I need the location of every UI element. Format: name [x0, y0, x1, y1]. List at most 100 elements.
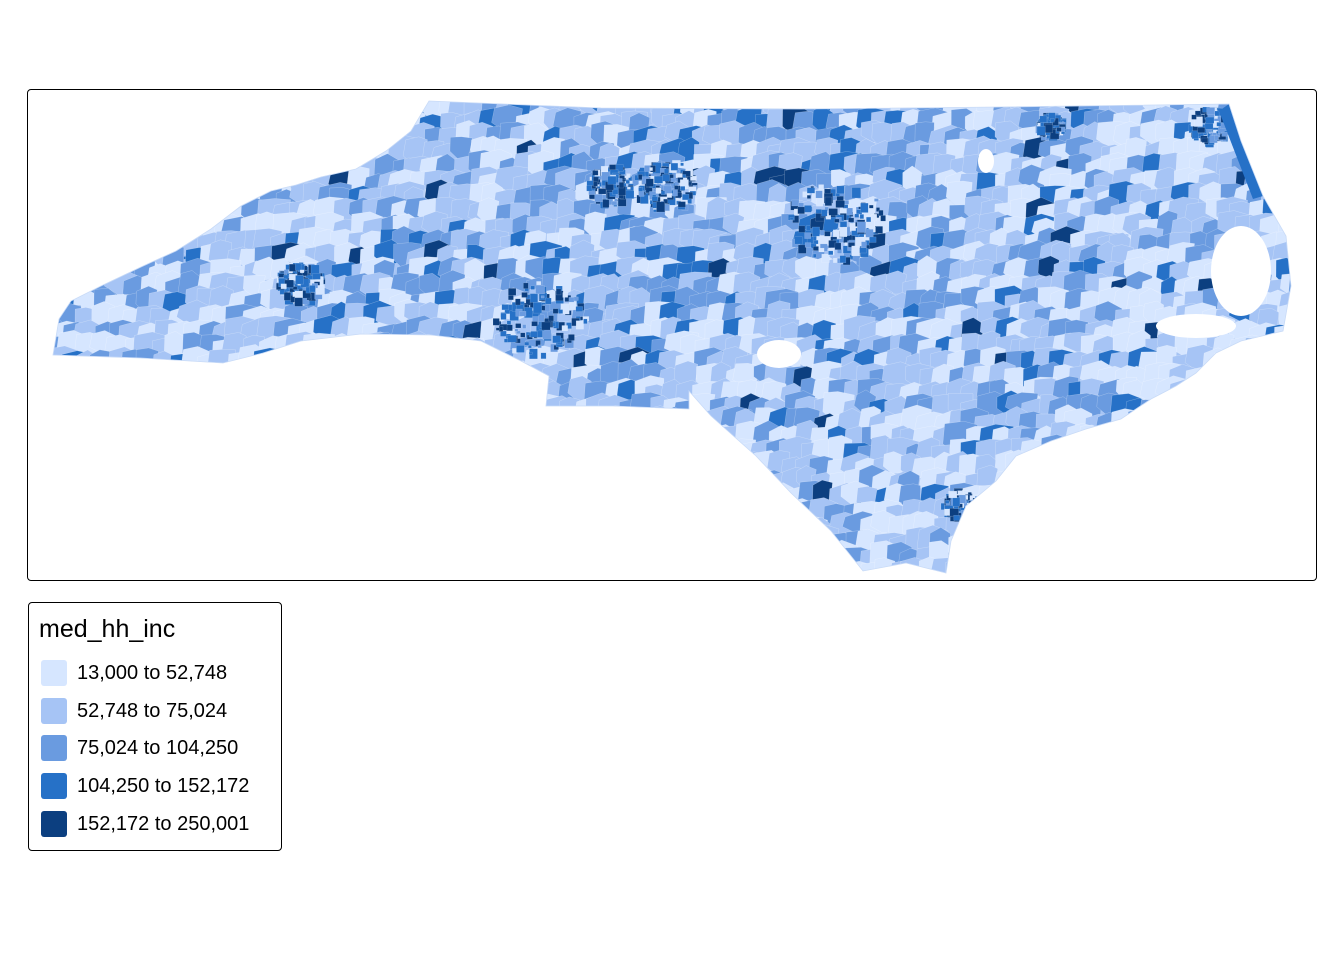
tract-cell — [242, 497, 267, 529]
tract-cell — [92, 121, 121, 148]
tract-cell — [300, 428, 330, 454]
tract-cell — [1110, 559, 1133, 573]
tract-cell — [78, 451, 110, 482]
tract-cell — [600, 527, 622, 561]
tract-cell — [885, 571, 911, 573]
tract-cell — [825, 213, 832, 220]
tract-cell — [839, 255, 847, 264]
tract-cell — [280, 283, 287, 290]
tract-cell — [272, 106, 308, 134]
tract-cell — [1259, 141, 1287, 168]
tract-cell — [1083, 469, 1111, 499]
tract-cell — [287, 496, 311, 520]
tract-cell — [1231, 101, 1264, 120]
tract-cell — [77, 154, 107, 179]
tract-cell — [1199, 411, 1234, 438]
tract-cell — [1065, 483, 1092, 516]
tract-cell — [854, 213, 860, 218]
tract-cell — [806, 225, 811, 232]
tract-cell — [78, 199, 108, 228]
tract-cell — [603, 438, 638, 472]
tract-cell — [1069, 457, 1092, 490]
tract-cell — [789, 217, 794, 220]
tract-cell — [522, 517, 559, 545]
tract-cell — [155, 409, 178, 442]
tract-cell — [1054, 516, 1081, 543]
tract-cell — [167, 559, 195, 573]
tract-cell — [344, 542, 366, 573]
tract-cell — [243, 560, 270, 573]
tract-cell — [1113, 451, 1138, 484]
tract-cell — [1039, 574, 1066, 581]
tract-cell — [316, 428, 343, 459]
tract-cell — [1185, 454, 1216, 479]
tract-cell — [465, 530, 498, 557]
tract-cell — [1275, 125, 1291, 150]
tract-cell — [258, 381, 282, 416]
tract-cell — [1172, 397, 1205, 432]
tract-cell — [1097, 441, 1127, 467]
tract-cell — [514, 409, 539, 446]
tract-cell — [1273, 454, 1291, 485]
tract-cell — [53, 443, 72, 470]
tract-cell — [276, 362, 307, 389]
tract-cell — [1005, 449, 1028, 485]
tract-cell — [659, 481, 688, 507]
tract-cell — [283, 397, 316, 427]
tract-cell — [1275, 515, 1291, 547]
tract-cell — [614, 426, 650, 455]
tract-cell — [257, 121, 282, 149]
water-body — [978, 149, 994, 173]
tract-cell — [1049, 576, 1082, 581]
tract-cell — [62, 408, 93, 442]
tract-cell — [140, 101, 166, 128]
tract-cell — [122, 529, 157, 556]
tract-cell — [749, 547, 786, 573]
tract-cell — [498, 408, 521, 434]
tract-cell — [199, 529, 221, 559]
tract-cell — [181, 425, 207, 455]
tract-cell — [243, 422, 277, 451]
tract-cell — [1203, 571, 1231, 573]
tract-cell — [1249, 345, 1282, 377]
tract-cell — [89, 454, 114, 487]
tract-cell — [53, 157, 79, 185]
tract-cell — [536, 281, 542, 286]
tract-cell — [978, 484, 1001, 510]
water-body — [757, 340, 801, 368]
tract-cell — [1290, 112, 1291, 137]
tract-cell — [318, 376, 349, 405]
tract-cell — [525, 454, 557, 481]
tract-cell — [375, 101, 399, 131]
tract-cell — [224, 472, 258, 500]
tract-cell — [211, 483, 245, 510]
tract-cell — [1040, 527, 1071, 562]
tract-cell — [552, 308, 559, 314]
tract-cell — [793, 572, 822, 573]
tract-cell — [377, 526, 408, 552]
tract-cell — [680, 454, 712, 485]
tract-cell — [1206, 107, 1215, 115]
tract-cell — [1006, 469, 1040, 499]
tract-cell — [1050, 542, 1085, 573]
tract-cell — [60, 516, 86, 553]
tract-cell — [1290, 204, 1291, 232]
tract-cell — [538, 422, 567, 451]
tract-cell — [734, 543, 760, 568]
tract-cell — [509, 563, 543, 573]
tract-cell — [609, 164, 616, 170]
tract-cell — [170, 120, 197, 144]
tract-cell — [465, 393, 489, 424]
tract-cell — [633, 469, 666, 498]
tract-cell — [533, 301, 543, 314]
tract-cell — [558, 547, 587, 573]
tract-cell — [269, 451, 293, 481]
tract-cell — [87, 172, 119, 205]
tract-cell — [1111, 424, 1135, 455]
tract-cell — [60, 557, 92, 573]
tract-cell — [1296, 383, 1317, 413]
tract-cell — [861, 241, 867, 249]
tract-cell — [824, 188, 832, 194]
legend-swatch — [41, 698, 67, 724]
tract-cell — [312, 273, 321, 280]
